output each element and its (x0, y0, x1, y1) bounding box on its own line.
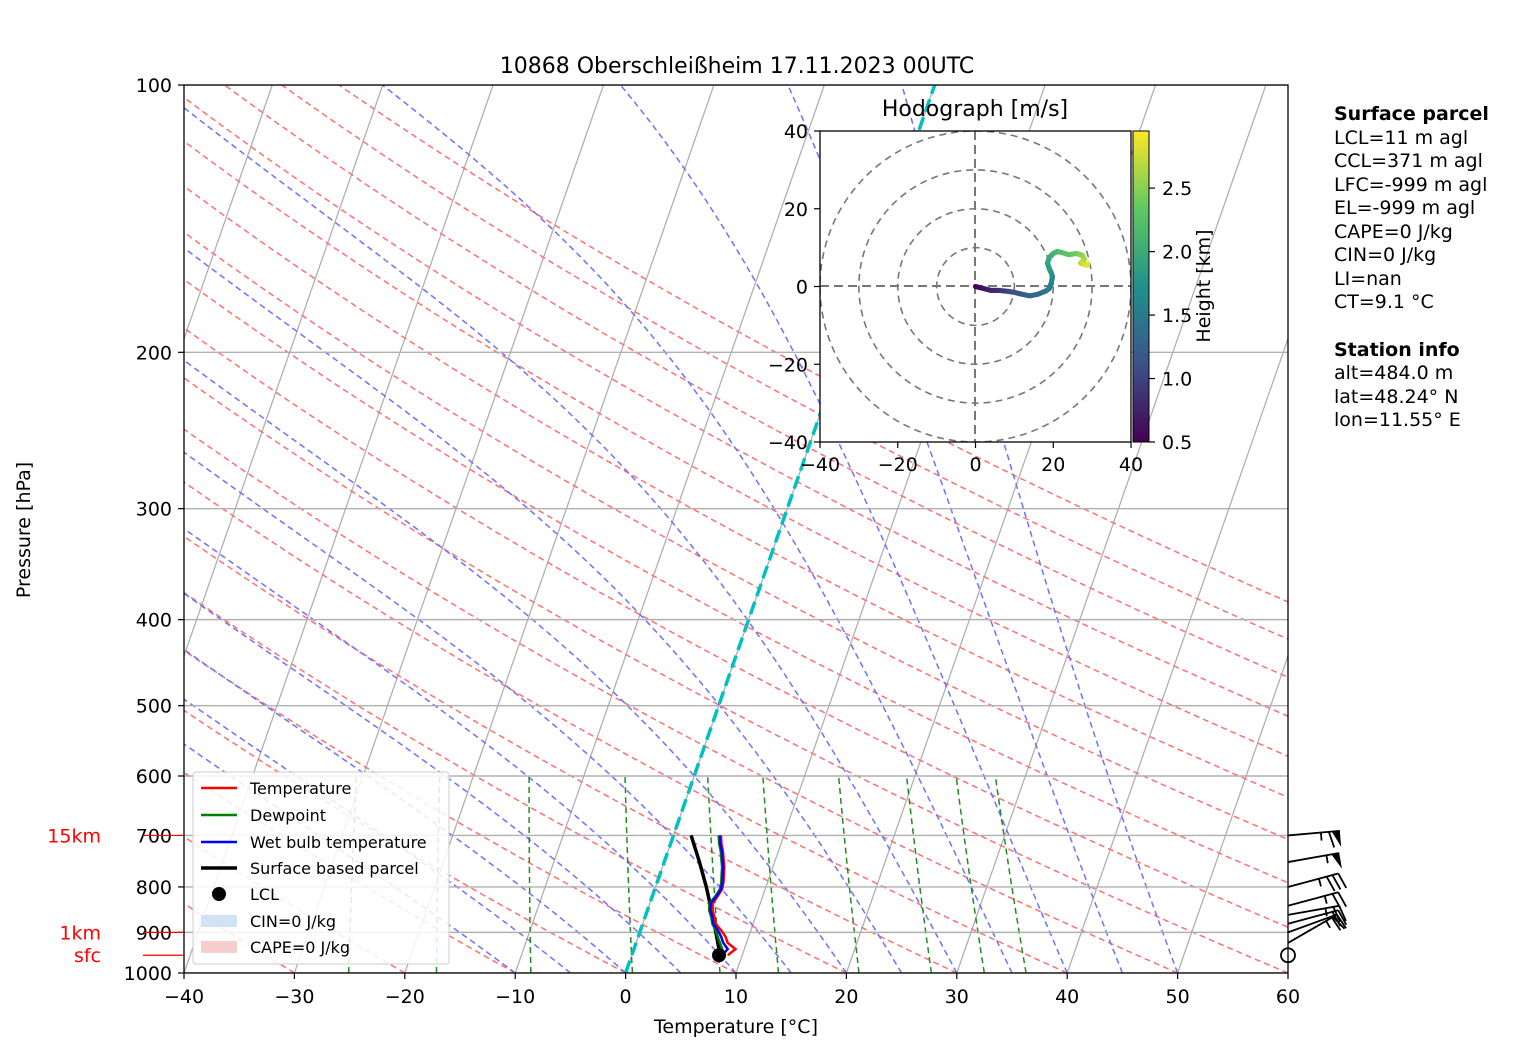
hodograph-y-tick-label: 0 (796, 277, 808, 299)
wind-barb (1287, 909, 1348, 927)
hodograph-x-tick-label: −40 (800, 454, 840, 476)
y-tick-label: 500 (136, 696, 172, 718)
wind-barb-calm (1280, 947, 1296, 964)
y-tick-label: 900 (136, 922, 172, 944)
station-info-heading: Station info (1334, 338, 1460, 361)
wind-barbs (1280, 830, 1348, 964)
colorbar-tick-label: 2.5 (1162, 178, 1192, 200)
x-tick-label: 0 (620, 986, 632, 1008)
colorbar-tick-label: 2.0 (1162, 242, 1192, 264)
x-tick-label: −30 (274, 986, 314, 1008)
x-tick-label: 20 (834, 986, 858, 1008)
legend-cin: CIN=0 J/kg (250, 912, 336, 931)
hodograph-inset: Hodograph [m/s] −40 −20 0 20 40 40200−20−40 … (768, 97, 1215, 476)
colorbar-tick-label: 1.5 (1162, 305, 1192, 327)
hodograph-title: Hodograph [m/s] (882, 97, 1068, 122)
x-tick-label: −20 (385, 986, 425, 1008)
hodograph-y-ticks: 40 20 0 −20 −40 (768, 121, 820, 454)
series-wet-bulb-temperature (709, 835, 730, 957)
surface-parcel-line: LCL=11 m agl (1334, 126, 1469, 149)
hodograph-y-tick-label: −20 (768, 354, 808, 376)
wind-barb (1287, 891, 1348, 909)
wind-barb (1287, 872, 1348, 892)
hodograph-x-tick-label: 0 (969, 454, 981, 476)
x-tick-label: 50 (1166, 986, 1190, 1008)
hodograph-y-tick-label: 40 (784, 121, 808, 143)
wind-barb (1287, 830, 1342, 848)
hodograph-colorbar (1132, 130, 1150, 443)
hodograph-x-tick-label: 40 (1119, 454, 1143, 476)
legend-cape: CAPE=0 J/kg (250, 938, 350, 957)
hodograph-y-tick-label: −40 (768, 432, 808, 454)
legend-parcel: Surface based parcel (250, 859, 419, 878)
y-tick-label: 1000 (124, 963, 172, 985)
x-axis-ticks: −40 −30 −20 −10 0 10 20 30 40 50 60 (164, 973, 1300, 1008)
colorbar-ticks: 0.5 1.0 1.5 2.0 2.5 (1149, 178, 1192, 454)
surface-parcel-line: LI=nan (1334, 267, 1402, 290)
hodograph-y-tick-label: 20 (784, 199, 808, 221)
y-tick-label: 100 (136, 75, 172, 97)
hodograph-points (972, 248, 1091, 299)
hodograph-x-tick-label: 20 (1041, 454, 1065, 476)
y-tick-label: 400 (136, 610, 172, 632)
x-tick-label: 10 (724, 986, 748, 1008)
surface-parcel-line: CCL=371 m agl (1334, 150, 1483, 172)
sounding-profiles (689, 834, 738, 963)
station-info-line: lon=11.55° E (1334, 409, 1461, 431)
lcl-point (711, 948, 726, 963)
x-tick-label: 60 (1276, 986, 1300, 1008)
y-tick-label: 800 (136, 877, 172, 899)
station-info-line: alt=484.0 m (1334, 362, 1454, 384)
x-tick-label: −10 (495, 986, 535, 1008)
y-tick-label: 300 (136, 499, 172, 521)
x-tick-label: 30 (945, 986, 969, 1008)
legend: Temperature Dewpoint Wet bulb temperatur… (192, 771, 450, 965)
station-info-line: lat=48.24° N (1334, 385, 1459, 408)
surface-parcel-line: CAPE=0 J/kg (1334, 220, 1453, 243)
x-tick-label: 40 (1055, 986, 1079, 1008)
wind-barb (1287, 904, 1347, 923)
y-axis-ticks: 100 200 300 400 500 600 700 800 900 1000 (124, 75, 184, 985)
surface-parcel-line: EL=-999 m agl (1334, 197, 1476, 219)
legend-dewpoint: Dewpoint (250, 806, 326, 825)
x-tick-label: −40 (164, 986, 204, 1008)
hodograph-x-tick-label: −20 (878, 454, 918, 476)
height-label: sfc (74, 945, 101, 967)
legend-lcl: LCL (250, 885, 279, 904)
surface-parcel-line: CT=9.1 °C (1334, 291, 1434, 313)
y-axis-label: Pressure [hPa] (13, 462, 35, 598)
height-label: 1km (59, 922, 101, 944)
surface-parcel-line: CIN=0 J/kg (1334, 244, 1437, 266)
colorbar-tick-label: 1.0 (1162, 369, 1192, 391)
colorbar-label: Height [km] (1193, 229, 1215, 342)
height-label: 15km (47, 825, 101, 847)
mixing-ratio-lines (347, 775, 1027, 973)
surface-parcel-heading: Surface parcel (1334, 103, 1489, 125)
colorbar-tick-label: 0.5 (1162, 432, 1192, 454)
hodograph-x-ticks: −40 −20 0 20 40 (800, 442, 1143, 476)
x-axis-label: Temperature [°C] (653, 1016, 818, 1038)
info-panel: Surface parcel LCL=11 m agl CCL=371 m ag… (1334, 103, 1489, 433)
wind-barb (1287, 852, 1342, 869)
legend-wet-bulb: Wet bulb temperature (250, 833, 427, 852)
y-tick-label: 700 (136, 825, 172, 847)
legend-temperature: Temperature (249, 779, 351, 798)
surface-parcel-line: LFC=-999 m agl (1334, 173, 1488, 196)
hodograph-point (1085, 260, 1091, 267)
y-tick-label: 600 (136, 766, 172, 788)
chart-title: 10868 Oberschleißheim 17.11.2023 00UTC (500, 54, 975, 79)
y-tick-label: 200 (136, 342, 172, 364)
